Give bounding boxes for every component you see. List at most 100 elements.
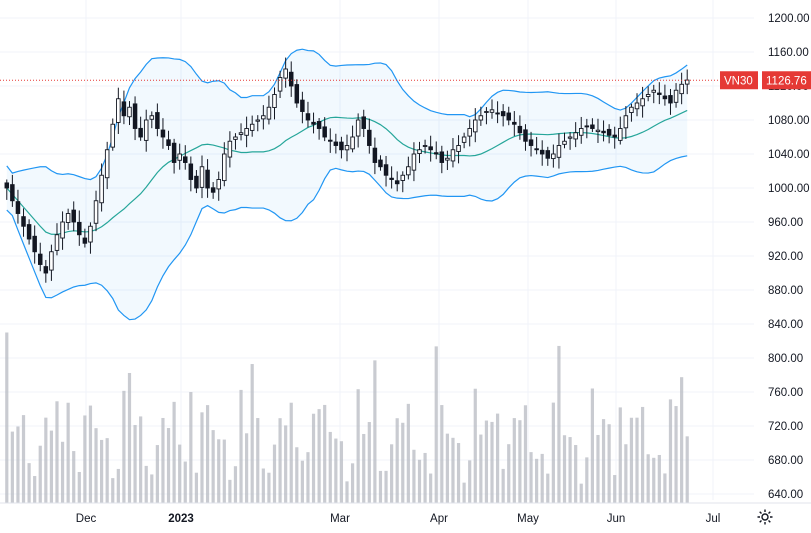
- volume-bar: [596, 434, 600, 503]
- candle-body: [489, 109, 495, 113]
- candle-body: [21, 216, 26, 227]
- candle-body: [171, 142, 177, 163]
- x-tick-label: Mar: [330, 513, 350, 525]
- candle-body: [188, 163, 194, 180]
- volume-bar: [328, 431, 332, 503]
- candle: [188, 156, 194, 192]
- volume-bar: [507, 444, 511, 503]
- candle: [400, 171, 406, 193]
- candle: [567, 132, 573, 150]
- volume-bar: [495, 413, 500, 503]
- y-tick-label: 720.00: [768, 421, 803, 433]
- candle: [383, 155, 389, 187]
- candle: [99, 163, 104, 212]
- candle-body: [551, 153, 556, 160]
- candle-body: [590, 124, 595, 129]
- volume-bar: [205, 405, 210, 503]
- candle: [249, 115, 255, 137]
- candle-body: [88, 225, 93, 243]
- candle-body: [595, 129, 601, 133]
- candle-body: [640, 98, 645, 107]
- candle: [322, 117, 327, 142]
- y-tick-label: 800.00: [768, 353, 803, 365]
- volume-bar: [378, 470, 383, 503]
- x-tick-label: Jul: [706, 513, 721, 525]
- candle: [272, 87, 277, 120]
- candle-body: [612, 134, 617, 138]
- candle: [333, 133, 339, 154]
- volume-bar: [401, 422, 405, 503]
- volume-bar: [479, 434, 483, 503]
- candle: [43, 259, 49, 283]
- candle-body: [294, 84, 300, 104]
- candle: [261, 105, 266, 130]
- volume-bar: [272, 444, 277, 503]
- candle: [634, 93, 640, 117]
- candle: [651, 84, 656, 104]
- candle-body: [428, 146, 433, 151]
- last-price-label: 1126.76: [766, 75, 807, 87]
- settings-gear-icon[interactable]: [756, 508, 774, 526]
- volume-bar: [183, 461, 187, 503]
- candle-body: [523, 129, 528, 142]
- volume-bar: [429, 473, 433, 503]
- candle-body: [32, 235, 37, 253]
- volume-bar: [456, 443, 461, 503]
- candle: [545, 146, 551, 166]
- candle-body: [512, 121, 517, 125]
- lower-band: [6, 155, 688, 321]
- candle: [288, 61, 294, 97]
- volume-bar: [172, 401, 176, 503]
- volume-bars: [5, 332, 689, 503]
- x-tick-label: Jun: [607, 513, 626, 525]
- volume-bar: [657, 454, 661, 503]
- candle: [668, 88, 673, 115]
- candle-body: [467, 128, 472, 137]
- volume-bar: [261, 468, 265, 503]
- candle-body: [227, 140, 233, 158]
- candle-body: [645, 94, 651, 97]
- candle-body: [283, 68, 288, 79]
- volume-bar: [652, 457, 656, 503]
- volume-bar: [685, 436, 689, 503]
- volume-bar: [278, 418, 282, 503]
- candle-body: [584, 125, 590, 128]
- volume-bar: [284, 425, 288, 503]
- candle-body: [155, 112, 160, 129]
- candle-body: [417, 149, 422, 154]
- y-tick-label: 960.00: [768, 217, 803, 229]
- candle: [523, 124, 528, 151]
- candle-body: [372, 147, 378, 163]
- candle: [177, 143, 182, 170]
- candle: [606, 124, 612, 144]
- candle: [277, 70, 283, 98]
- volume-bar: [417, 459, 422, 503]
- candles: [4, 57, 690, 283]
- candle: [255, 115, 261, 132]
- candle-body: [339, 141, 344, 151]
- volume-bar: [72, 451, 76, 503]
- candle: [355, 113, 361, 148]
- y-tick-label: 840.00: [768, 319, 803, 331]
- candle-body: [406, 166, 411, 176]
- candle-body: [222, 153, 227, 182]
- candle: [116, 87, 121, 134]
- candle: [556, 133, 562, 169]
- candle-body: [272, 94, 277, 108]
- grid: [0, 0, 754, 500]
- x-tick-label: Apr: [430, 513, 448, 525]
- candle-body: [277, 77, 283, 92]
- candle-body: [601, 130, 606, 134]
- volume-bar: [501, 468, 505, 503]
- volume-bar: [557, 345, 561, 503]
- candle-body: [77, 221, 82, 236]
- candle-body: [445, 157, 450, 161]
- x-tick-label: May: [517, 513, 539, 525]
- candle-body: [383, 164, 389, 176]
- candle-body: [160, 129, 166, 138]
- candle: [283, 57, 288, 88]
- candle: [534, 136, 539, 155]
- volume-bar: [295, 447, 299, 503]
- candle: [461, 132, 467, 149]
- candle-body: [305, 113, 311, 121]
